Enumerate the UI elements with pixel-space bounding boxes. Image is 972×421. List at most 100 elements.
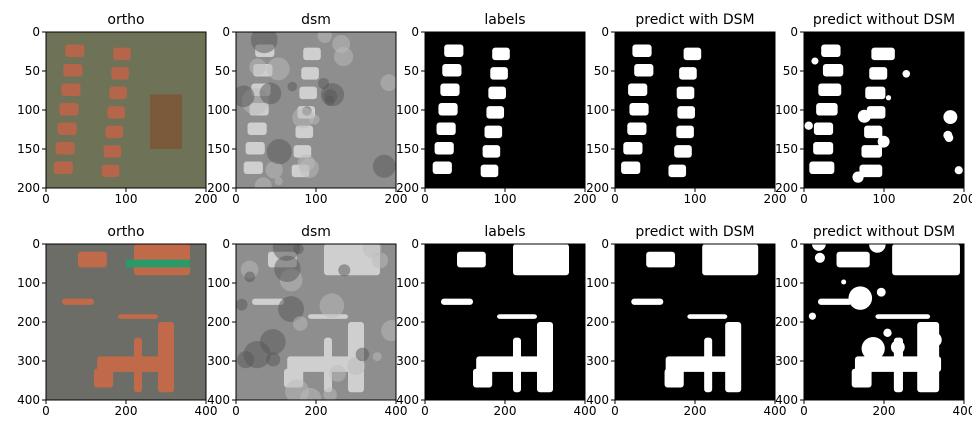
x-tick-label: 100	[115, 192, 138, 206]
y-tick-label: 100	[396, 103, 419, 117]
image	[425, 244, 585, 400]
image	[615, 32, 775, 188]
x-tick-label: 0	[232, 404, 240, 418]
y-tick-label: 100	[775, 276, 798, 290]
y-tick-label: 100	[17, 103, 40, 117]
panel-title: predict without DSM	[813, 12, 955, 28]
image-texture	[878, 136, 890, 148]
x-tick-label: 0	[611, 192, 619, 206]
figure: ortho0100200050100150200dsm0100200050100…	[0, 0, 972, 421]
image-region	[433, 161, 452, 173]
image-texture	[356, 348, 370, 362]
image-region	[248, 122, 267, 134]
image-region	[668, 165, 686, 177]
image-texture	[849, 286, 873, 310]
image-texture	[862, 337, 885, 360]
image-region	[490, 67, 508, 79]
y-tick-label: 300	[207, 354, 230, 368]
image-texture	[317, 29, 331, 43]
image-texture	[373, 352, 382, 361]
y-tick-label: 400	[17, 393, 40, 407]
y-tick-label: 100	[586, 103, 609, 117]
y-tick-label: 50	[594, 64, 609, 78]
image-region	[809, 161, 834, 173]
panel: predict with DSM0100200050100150200	[586, 12, 786, 206]
panel: predict without DSM02004000100200300400	[775, 224, 972, 418]
y-tick-label: 200	[396, 315, 419, 329]
y-tick-label: 150	[586, 142, 609, 156]
x-tick-label: 0	[611, 404, 619, 418]
image-region	[813, 142, 833, 154]
image-region	[126, 260, 190, 268]
image-texture	[858, 110, 871, 123]
image-region	[679, 67, 697, 79]
image-region	[816, 103, 837, 115]
image-region	[54, 161, 73, 173]
y-tick-label: 200	[775, 315, 798, 329]
image-region	[106, 126, 124, 138]
image-texture	[287, 82, 297, 92]
image-region	[687, 314, 727, 319]
image-region	[442, 64, 461, 76]
image-texture	[236, 299, 248, 311]
image-texture	[814, 167, 819, 172]
image-region	[437, 122, 456, 134]
image-texture	[249, 58, 266, 75]
image-region	[864, 126, 882, 138]
y-tick-label: 150	[775, 142, 798, 156]
image-region	[481, 165, 499, 177]
y-tick-label: 200	[586, 181, 609, 195]
y-tick-label: 0	[790, 237, 798, 251]
image-texture	[805, 121, 813, 129]
image-region	[102, 165, 120, 177]
panel-title: dsm	[301, 224, 331, 240]
x-tick-label: 100	[684, 192, 707, 206]
image-region	[818, 83, 841, 95]
image	[425, 32, 585, 188]
image-region	[629, 103, 648, 115]
image-region	[814, 122, 833, 134]
image-texture	[267, 139, 292, 164]
y-tick-label: 0	[411, 25, 419, 39]
image-region	[628, 83, 647, 95]
y-tick-label: 100	[396, 276, 419, 290]
image-region	[677, 87, 695, 99]
image-region	[303, 48, 321, 60]
y-tick-label: 200	[396, 181, 419, 195]
image-texture	[267, 57, 290, 80]
image-region	[301, 67, 319, 79]
image-texture	[292, 107, 313, 128]
y-tick-label: 200	[17, 181, 40, 195]
image-region	[107, 106, 125, 118]
image-region	[631, 299, 663, 305]
image-texture	[877, 288, 886, 297]
image-texture	[927, 332, 942, 347]
panel-title: ortho	[107, 12, 144, 28]
x-tick-label: 200	[494, 404, 517, 418]
image-region	[869, 67, 887, 79]
image-texture	[244, 271, 255, 282]
image-region	[438, 103, 457, 115]
image-region	[513, 338, 521, 393]
image-region	[823, 64, 843, 76]
image-texture	[243, 341, 270, 368]
image-region	[246, 142, 265, 154]
image-texture	[255, 177, 272, 194]
image	[236, 234, 402, 409]
image-texture	[334, 47, 353, 66]
y-tick-label: 400	[396, 393, 419, 407]
y-tick-label: 50	[404, 64, 419, 78]
image-region	[632, 44, 651, 56]
image-texture	[293, 316, 308, 331]
image-texture	[299, 158, 319, 178]
image-texture	[329, 365, 346, 382]
y-tick-label: 300	[396, 354, 419, 368]
image-texture	[886, 95, 891, 100]
image-region	[59, 103, 78, 115]
image-texture	[363, 239, 382, 258]
image-region	[104, 145, 122, 157]
image-region	[865, 87, 885, 99]
y-tick-label: 100	[586, 276, 609, 290]
